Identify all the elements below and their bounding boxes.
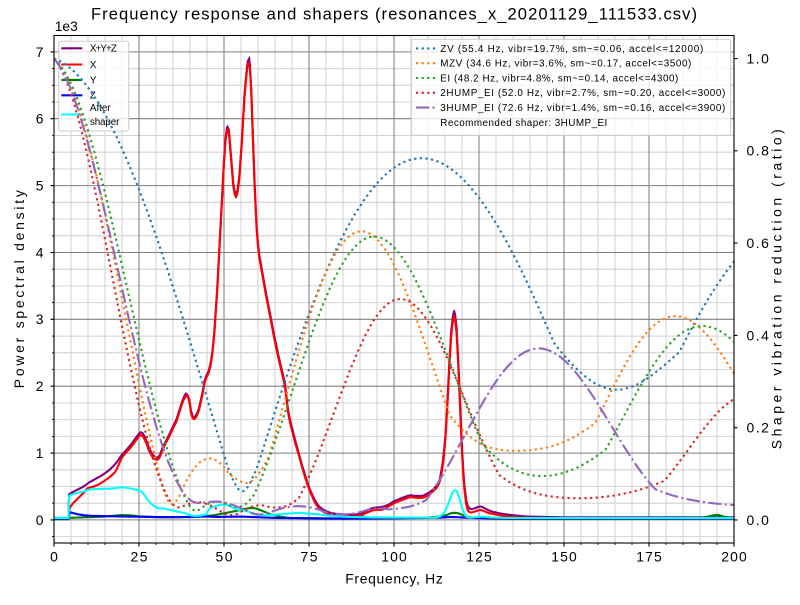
svg-text:0.8: 0.8 (747, 143, 770, 159)
svg-text:Frequency, Hz: Frequency, Hz (345, 570, 443, 586)
svg-text:0: 0 (50, 549, 58, 565)
svg-text:ZV (55.4 Hz, vibr=19.7%, sm~=0: ZV (55.4 Hz, vibr=19.7%, sm~=0.06, accel… (440, 44, 703, 55)
svg-text:Y: Y (90, 75, 97, 86)
svg-text:25: 25 (131, 549, 148, 565)
svg-text:3HUMP_EI (72.6 Hz, vibr=1.4%,: 3HUMP_EI (72.6 Hz, vibr=1.4%, sm~=0.16, … (440, 103, 725, 114)
svg-text:125: 125 (466, 549, 492, 565)
svg-text:2: 2 (36, 378, 44, 394)
svg-text:100: 100 (381, 549, 407, 565)
svg-text:EI (48.2 Hz, vibr=4.8%, sm~=0.: EI (48.2 Hz, vibr=4.8%, sm~=0.14, accel<… (440, 73, 678, 84)
svg-text:0.2: 0.2 (747, 420, 770, 436)
svg-text:50: 50 (216, 549, 233, 565)
svg-text:150: 150 (551, 549, 577, 565)
svg-text:1.0: 1.0 (747, 51, 770, 67)
svg-text:X+Y+Z: X+Y+Z (90, 44, 117, 55)
svg-text:1e3: 1e3 (55, 18, 78, 34)
svg-text:175: 175 (636, 549, 662, 565)
svg-text:MZV (34.6 Hz, vibr=3.6%, sm~=0: MZV (34.6 Hz, vibr=3.6%, sm~=0.17, accel… (440, 59, 691, 70)
svg-text:5: 5 (36, 178, 44, 194)
svg-text:X: X (90, 60, 97, 71)
svg-text:Shaper vibration reduction (ra: Shaper vibration reduction (ratio) (769, 129, 785, 449)
svg-text:75: 75 (301, 549, 318, 565)
svg-text:shaper: shaper (90, 117, 120, 128)
svg-text:Z: Z (90, 91, 96, 102)
svg-text:6: 6 (36, 111, 44, 127)
svg-text:1: 1 (36, 445, 44, 461)
svg-text:0.6: 0.6 (747, 235, 770, 251)
svg-text:7: 7 (36, 44, 44, 60)
svg-text:4: 4 (36, 244, 44, 260)
svg-text:Recommended shaper: 3HUMP_EI: Recommended shaper: 3HUMP_EI (440, 118, 607, 129)
svg-text:0.4: 0.4 (747, 327, 770, 343)
svg-text:200: 200 (721, 549, 747, 565)
svg-text:3: 3 (36, 311, 44, 327)
svg-text:0.0: 0.0 (747, 512, 770, 528)
svg-text:0: 0 (36, 512, 44, 528)
svg-text:2HUMP_EI (52.0 Hz, vibr=2.7%,: 2HUMP_EI (52.0 Hz, vibr=2.7%, sm~=0.20, … (440, 88, 725, 99)
svg-text:Frequency response and shapers: Frequency response and shapers (resonanc… (91, 5, 697, 24)
